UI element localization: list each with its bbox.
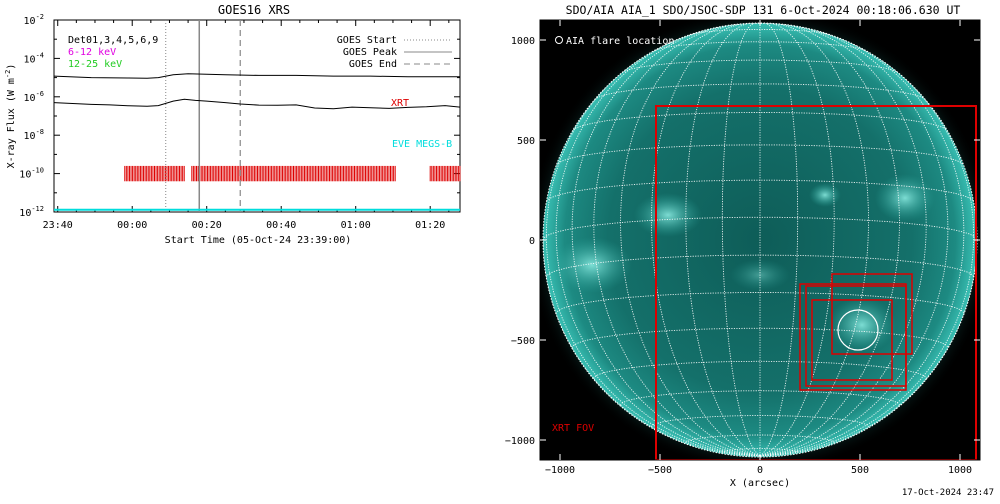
goes-legend-item: 6-12 keV (68, 47, 116, 58)
aia-flare-location-legend-marker (555, 36, 563, 44)
aia-flare-location-circle (837, 309, 879, 351)
aia-y-tick-label: 500 (517, 136, 535, 147)
goes-y-tick-exp: -6 (36, 90, 44, 98)
goes-y-tick-label: 10-10 (19, 167, 44, 181)
goes-y-axis-label-text: X-ray Flux (W m (6, 78, 17, 168)
goes-y-tick-exp: -12 (31, 205, 44, 213)
xrt-fov-label: XRT FOV (552, 423, 594, 434)
aia-x-axis: −1000 −500 0 500 1000 (545, 20, 972, 476)
latitude-line (620, 390, 900, 406)
goes-legend-item: Det01,3,4,5,6,9 (68, 35, 158, 46)
latitude-line (572, 112, 948, 131)
goes-y-axis-label-exp: -2 (4, 70, 12, 78)
xrt-pointing-box (799, 283, 907, 391)
longitude-line (759, 239, 977, 457)
goes-x-tick-label: 01:20 (415, 220, 445, 231)
longitude-line (593, 25, 761, 457)
aia-x-axis-label: X (arcsec) (730, 478, 790, 489)
longitude-line (759, 23, 799, 457)
longitude-line (759, 26, 949, 457)
aia-x-tick-label: 0 (757, 465, 763, 476)
xrt-label: XRT (391, 98, 409, 109)
goes-y-tick-exp: -2 (36, 13, 44, 21)
goes-y-tick-label: 10-6 (24, 90, 44, 104)
longitude-line (759, 23, 869, 457)
longitude-line (620, 23, 761, 457)
aia-y-axis: 1000 500 0 −500 −1000 (505, 36, 980, 447)
longitude-line (545, 56, 761, 457)
latitude-line (653, 41, 867, 52)
aia-y-tick-label: 1000 (511, 36, 535, 47)
latitude-line (689, 28, 831, 36)
goes-legend-item: 12-25 keV (68, 59, 122, 70)
goes-legend-item: GOES End (349, 59, 397, 70)
goes-y-tick-base: 10 (24, 16, 36, 27)
aia-title: SDO/AIA AIA_1 SDO/JSOC-SDP 131 6-Oct-202… (566, 3, 961, 17)
goes-x-tick-label: 23:40 (43, 220, 73, 231)
longitude-line (759, 23, 900, 457)
aia-flare-location-legend: AIA flare location (566, 36, 674, 47)
goes-y-tick-label: 10-8 (24, 128, 44, 142)
latitude-line (594, 83, 926, 100)
goes-series-line (53, 98, 461, 110)
aia-image-panel: SDO/AIA AIA_1 SDO/JSOC-SDP 131 6-Oct-202… (505, 3, 981, 489)
goes-title: GOES16 XRS (218, 3, 290, 17)
goes-y-tick-base: 10 (24, 54, 36, 65)
goes-y-tick-label: 10-2 (24, 13, 44, 27)
goes-y-tick-base: 10 (24, 93, 36, 104)
xrt-pointing-box (811, 299, 893, 381)
aia-y-tick-label: 0 (529, 236, 535, 247)
goes-y-axis-label: X-ray Flux (W m-2) (4, 64, 17, 169)
goes-x-axis-label: Start Time (05-Oct-24 23:39:00) (165, 235, 352, 246)
goes-y-tick-exp: -4 (36, 51, 44, 59)
goes-y-tick-label: 10-4 (24, 51, 44, 65)
aia-overlays (655, 105, 977, 460)
longitude-line (759, 25, 927, 457)
goes-y-tick-base: 10 (19, 208, 31, 219)
longitude-line (721, 23, 761, 457)
xrt-fov-box (655, 105, 977, 460)
goes-x-tick-label: 00:40 (266, 220, 296, 231)
goes-y-tick-base: 10 (19, 170, 31, 181)
latitude-line (621, 59, 899, 73)
aia-x-tick-label: −500 (648, 465, 672, 476)
goes-y-tick-label: 10-12 (19, 205, 44, 219)
goes-legend-item: GOES Peak (343, 47, 397, 58)
longitude-line (759, 56, 975, 457)
aia-x-tick-label: −1000 (545, 465, 575, 476)
footer-timestamp: 17-Oct-2024 23:47 (901, 488, 994, 498)
aia-x-tick-label: 500 (851, 465, 869, 476)
aia-y-tick-label: −500 (511, 336, 535, 347)
goes-legend-item: GOES Start (337, 35, 397, 46)
aia-y-tick-label: −1000 (505, 436, 535, 447)
xrt-pointing-box (831, 273, 913, 355)
goes-x-tick-label: 00:00 (117, 220, 147, 231)
goes-x-tick-label: 01:00 (341, 220, 371, 231)
solar-bright-regions (552, 174, 935, 353)
goes-series-line (53, 73, 460, 79)
latitude-line (556, 144, 964, 166)
goes-y-tick-exp: -8 (36, 128, 44, 136)
eve-megs-b-label: EVE MEGS-B (392, 139, 452, 150)
goes-plot-content (53, 20, 461, 212)
aia-x-tick-label: 1000 (948, 465, 972, 476)
longitude-line (571, 26, 761, 457)
longitude-line (651, 23, 761, 457)
goes-y-tick-base: 10 (24, 131, 36, 142)
goes-y-tick-exp: -10 (31, 167, 44, 175)
heliographic-grid (543, 23, 977, 457)
goes-x-tick-label: 00:20 (192, 220, 222, 231)
